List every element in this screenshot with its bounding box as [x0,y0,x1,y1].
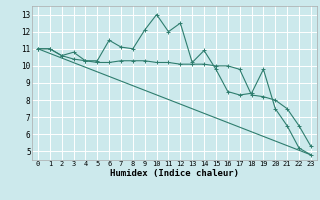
X-axis label: Humidex (Indice chaleur): Humidex (Indice chaleur) [110,169,239,178]
